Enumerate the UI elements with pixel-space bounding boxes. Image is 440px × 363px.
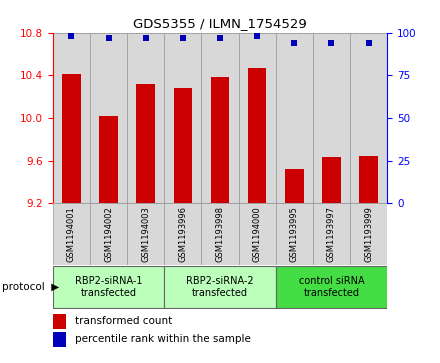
Bar xyxy=(248,68,267,203)
Text: RBP2-siRNA-1
transfected: RBP2-siRNA-1 transfected xyxy=(75,276,142,298)
Text: GSM1193995: GSM1193995 xyxy=(290,206,299,262)
Bar xyxy=(127,33,164,203)
Bar xyxy=(202,33,238,203)
Text: GSM1193996: GSM1193996 xyxy=(178,206,187,262)
Bar xyxy=(53,203,90,265)
Bar xyxy=(276,203,313,265)
Bar xyxy=(313,33,350,203)
Bar xyxy=(90,33,127,203)
Text: GSM1193999: GSM1193999 xyxy=(364,206,373,262)
Title: GDS5355 / ILMN_1754529: GDS5355 / ILMN_1754529 xyxy=(133,17,307,30)
Bar xyxy=(164,203,202,265)
Text: GSM1194003: GSM1194003 xyxy=(141,206,150,262)
Bar xyxy=(276,266,387,308)
Bar xyxy=(173,88,192,203)
Text: protocol  ▶: protocol ▶ xyxy=(2,282,59,292)
Bar xyxy=(350,203,387,265)
Text: GSM1193998: GSM1193998 xyxy=(216,206,224,262)
Text: GSM1194002: GSM1194002 xyxy=(104,206,113,262)
Bar xyxy=(211,77,229,203)
Bar xyxy=(202,203,238,265)
Bar xyxy=(62,74,81,203)
Bar xyxy=(350,33,387,203)
Text: percentile rank within the sample: percentile rank within the sample xyxy=(75,334,251,344)
Bar xyxy=(53,33,90,203)
Bar xyxy=(238,203,276,265)
Text: RBP2-siRNA-2
transfected: RBP2-siRNA-2 transfected xyxy=(186,276,254,298)
Text: GSM1194000: GSM1194000 xyxy=(253,206,262,262)
Bar xyxy=(313,203,350,265)
Bar xyxy=(99,116,118,203)
Bar xyxy=(127,203,164,265)
Bar xyxy=(285,169,304,203)
Bar xyxy=(238,33,276,203)
Bar xyxy=(53,266,164,308)
Bar xyxy=(276,33,313,203)
Text: GSM1194001: GSM1194001 xyxy=(67,206,76,262)
Text: transformed count: transformed count xyxy=(75,316,172,326)
Text: control siRNA
transfected: control siRNA transfected xyxy=(299,276,364,298)
Bar xyxy=(164,266,276,308)
Bar xyxy=(90,203,127,265)
Bar xyxy=(322,158,341,203)
Bar xyxy=(359,156,378,203)
Text: GSM1193997: GSM1193997 xyxy=(327,206,336,262)
Bar xyxy=(136,84,155,203)
Bar xyxy=(164,33,202,203)
